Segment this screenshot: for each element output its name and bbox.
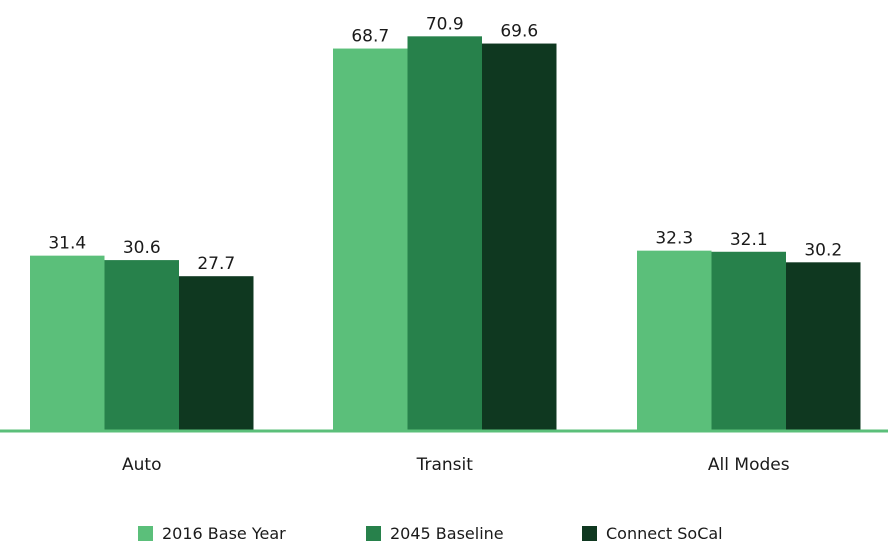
category-label-transit: Transit [416, 455, 474, 475]
bar-auto-2045-baseline [104, 260, 179, 430]
bar-all-modes-connect-socal [786, 262, 861, 430]
bar-all-modes-2016-base-year [637, 250, 712, 430]
legend: 2016 Base Year 2045 Baseline Connect SoCal [138, 524, 723, 543]
value-label-all-modes-connect-socal: 30.2 [804, 240, 842, 260]
bar-auto-2016-base-year [30, 255, 105, 430]
bar-transit-2045-baseline [407, 36, 482, 430]
legend-label-2045-baseline: 2045 Baseline [390, 524, 504, 543]
category-label-auto: Auto [122, 455, 161, 475]
bar-all-modes-2045-baseline [711, 251, 786, 430]
bar-transit-connect-socal [482, 43, 557, 430]
bar-transit-2016-base-year [333, 48, 408, 431]
bar-auto-connect-socal [179, 276, 254, 430]
value-label-auto-2016-base-year: 31.4 [48, 234, 86, 254]
value-label-auto-connect-socal: 27.7 [197, 254, 235, 274]
legend-label-connect-socal: Connect SoCal [606, 524, 723, 543]
value-label-transit-connect-socal: 69.6 [500, 22, 538, 42]
category-label-all-modes: All Modes [708, 455, 790, 475]
bars-layer [30, 36, 861, 431]
value-labels-layer: 31.4 30.6 27.7 68.7 70.9 69.6 32.3 32.1 30.2 [48, 14, 842, 274]
value-label-transit-2016-base-year: 68.7 [351, 27, 389, 47]
legend-swatch-2016-base-year [138, 526, 153, 541]
category-labels-layer: Auto Transit All Modes [122, 455, 790, 475]
legend-swatch-connect-socal [582, 526, 597, 541]
value-label-all-modes-2045-baseline: 32.1 [730, 230, 768, 250]
value-label-all-modes-2016-base-year: 32.3 [655, 229, 693, 249]
legend-swatch-2045-baseline [366, 526, 381, 541]
legend-label-2016-base-year: 2016 Base Year [162, 524, 286, 543]
value-label-auto-2045-baseline: 30.6 [123, 238, 161, 258]
value-label-transit-2045-baseline: 70.9 [426, 14, 464, 34]
